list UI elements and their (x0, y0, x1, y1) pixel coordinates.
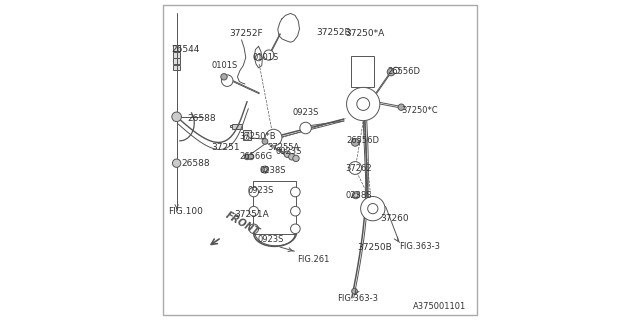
Circle shape (291, 187, 300, 197)
Text: 37252B: 37252B (316, 28, 351, 36)
Circle shape (349, 91, 376, 117)
Text: 37250B: 37250B (358, 244, 392, 252)
Text: 0923S: 0923S (258, 235, 284, 244)
Circle shape (249, 187, 259, 197)
Circle shape (398, 104, 404, 110)
Text: 26566G: 26566G (239, 152, 273, 161)
Circle shape (284, 151, 291, 157)
Circle shape (289, 154, 295, 160)
Text: 26556D: 26556D (346, 136, 380, 145)
Circle shape (249, 224, 259, 234)
Text: FIG.363-3: FIG.363-3 (399, 242, 440, 251)
Circle shape (351, 163, 360, 173)
Circle shape (221, 75, 233, 86)
Circle shape (351, 139, 359, 146)
Text: 0101S: 0101S (252, 53, 278, 62)
Circle shape (357, 98, 370, 110)
Circle shape (266, 52, 272, 58)
Circle shape (354, 193, 358, 197)
Text: 37250*B: 37250*B (239, 132, 276, 140)
Circle shape (291, 224, 300, 234)
Bar (232, 124, 242, 129)
Circle shape (251, 189, 257, 195)
Text: 0101S: 0101S (212, 61, 238, 70)
Text: 0238S: 0238S (259, 166, 285, 175)
Circle shape (301, 124, 310, 132)
Text: 0923S: 0923S (292, 108, 319, 117)
Text: 37250*C: 37250*C (402, 106, 438, 115)
Text: A375001101: A375001101 (413, 302, 466, 311)
Circle shape (292, 189, 298, 195)
Bar (351, 56, 374, 87)
Circle shape (393, 67, 399, 74)
Circle shape (251, 208, 257, 214)
Circle shape (244, 135, 249, 140)
Circle shape (249, 206, 259, 216)
Circle shape (255, 54, 262, 61)
Text: 0923S: 0923S (275, 147, 301, 156)
Circle shape (223, 77, 231, 84)
Circle shape (292, 208, 298, 214)
Circle shape (367, 204, 378, 214)
Circle shape (263, 167, 268, 172)
Text: 37251: 37251 (211, 143, 240, 152)
Circle shape (349, 162, 362, 174)
Circle shape (291, 206, 300, 216)
Text: 37260: 37260 (380, 214, 409, 223)
Circle shape (292, 226, 298, 232)
Text: FIG.100: FIG.100 (168, 207, 203, 216)
Circle shape (251, 226, 257, 232)
Text: 26588: 26588 (181, 159, 210, 168)
Circle shape (353, 192, 360, 199)
Text: 26588: 26588 (187, 114, 216, 123)
Bar (173, 65, 180, 70)
Text: 37250*A: 37250*A (345, 29, 384, 38)
Circle shape (364, 199, 383, 218)
Text: 37251A: 37251A (234, 210, 269, 219)
Circle shape (347, 87, 380, 121)
Circle shape (300, 122, 312, 134)
Circle shape (361, 196, 385, 221)
Bar (173, 58, 180, 64)
Circle shape (264, 50, 274, 60)
Bar (230, 125, 232, 127)
Text: 26544: 26544 (172, 45, 200, 54)
Bar (173, 45, 180, 51)
Text: 37252F: 37252F (230, 29, 264, 38)
Circle shape (266, 129, 282, 146)
Bar (243, 130, 251, 140)
Circle shape (262, 139, 268, 144)
Circle shape (268, 132, 280, 143)
Text: 0923S: 0923S (248, 186, 275, 195)
Circle shape (173, 159, 180, 167)
Circle shape (244, 154, 250, 160)
Circle shape (387, 68, 395, 76)
Circle shape (293, 155, 300, 162)
Text: FRONT: FRONT (224, 210, 261, 237)
Text: 0238S: 0238S (346, 191, 372, 200)
Circle shape (172, 112, 182, 122)
Circle shape (221, 74, 227, 80)
Circle shape (262, 166, 269, 173)
Text: 37262: 37262 (346, 164, 372, 172)
Circle shape (248, 154, 253, 160)
Circle shape (352, 288, 357, 294)
Text: 26556D: 26556D (387, 67, 420, 76)
Text: FIG.261: FIG.261 (298, 255, 330, 264)
Text: FIG.363-3: FIG.363-3 (337, 294, 378, 303)
Text: 37255A: 37255A (268, 143, 300, 152)
Bar (173, 52, 180, 58)
Bar (253, 181, 296, 234)
Bar (354, 140, 359, 144)
